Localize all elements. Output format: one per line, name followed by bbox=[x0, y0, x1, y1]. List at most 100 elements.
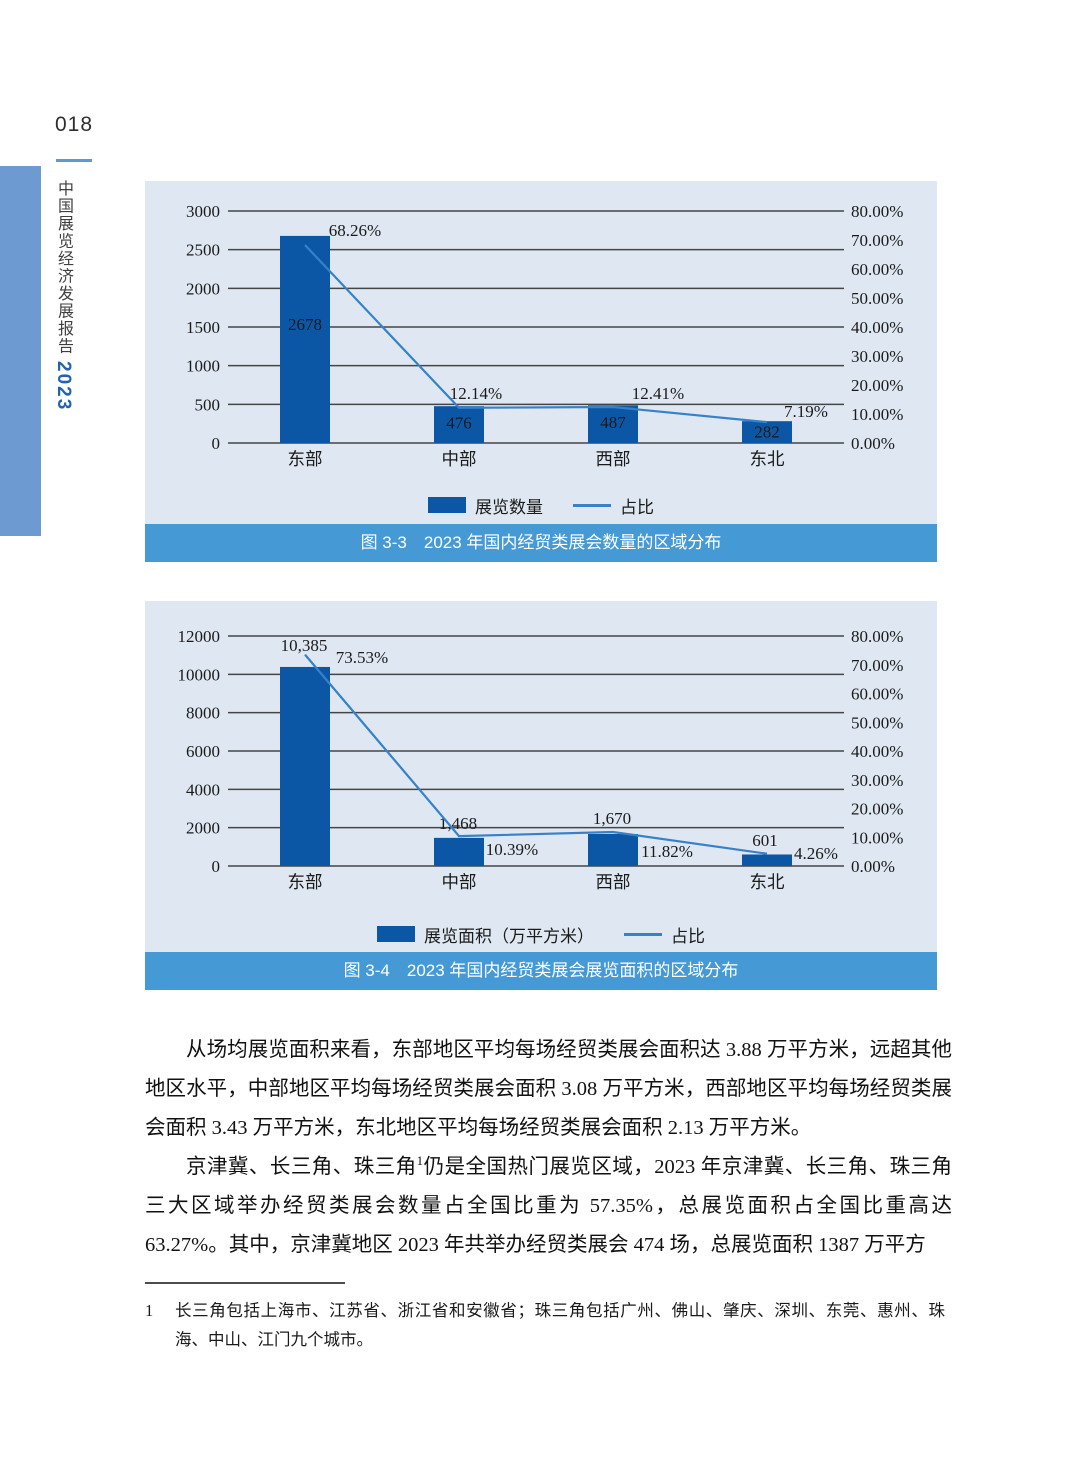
right-axis-tick-label: 60.00% bbox=[851, 260, 903, 279]
sidebar-title-year: 2023 bbox=[53, 361, 74, 412]
legend-label: 展览面积（万平方米） bbox=[424, 926, 594, 946]
right-axis-tick-label: 50.00% bbox=[851, 289, 903, 308]
left-axis-tick-label: 1000 bbox=[186, 357, 220, 376]
line-swatch-icon bbox=[573, 503, 611, 507]
bar-line-chart-exhibition-area: 0 2000 4000 6000 8000 10000 12000 0.00% 10.00% 20… bbox=[178, 627, 904, 892]
paragraph-hot-regions: 京津冀、长三角、珠三角1仍是全国热门展览区域，2023 年京津冀、长三角、珠三角… bbox=[145, 1148, 952, 1265]
bar-value-label: 1,670 bbox=[593, 809, 631, 828]
page-number-rule bbox=[56, 159, 92, 162]
page-number: 018 bbox=[55, 113, 94, 136]
share-line bbox=[304, 653, 768, 855]
chart-panel-exhibition-count: 0 500 1000 1500 2000 2500 3000 0.00% 10.00% 20.00… bbox=[145, 181, 937, 562]
footnote: 1 长三角包括上海市、江苏省、浙江省和安徽省；珠三角包括广州、佛山、肇庆、深圳、… bbox=[145, 1296, 945, 1354]
bar bbox=[588, 833, 638, 866]
left-axis-tick-label: 6000 bbox=[186, 742, 220, 761]
right-axis-tick-label: 70.00% bbox=[851, 656, 903, 675]
line-value-label: 12.14% bbox=[450, 384, 502, 403]
legend-item-bar: 展览数量 bbox=[428, 493, 543, 518]
left-axis-tick-label: 3000 bbox=[186, 202, 220, 221]
figure-caption: 图 3-4 2023 年国内经贸类展会展览面积的区域分布 bbox=[145, 952, 937, 990]
line-value-label: 10.39% bbox=[486, 840, 538, 859]
figure-caption: 图 3-3 2023 年国内经贸类展会数量的区域分布 bbox=[145, 524, 937, 562]
left-axis-tick-label: 2500 bbox=[186, 241, 220, 260]
legend-item-bar: 展览面积（万平方米） bbox=[377, 922, 594, 947]
paragraph-text: 仍是全国热门展览区域，2023 年京津冀、长三角、珠三角三大区域举办经贸类展会数… bbox=[145, 1156, 953, 1256]
category-label: 东北 bbox=[750, 449, 785, 469]
line-swatch-icon bbox=[624, 932, 662, 936]
sidebar-title-text: 中国展览经济发展报告 bbox=[55, 180, 72, 355]
right-axis-tick-label: 30.00% bbox=[851, 347, 903, 366]
paragraph-average-area: 从场均展览面积来看，东部地区平均每场经贸类展会面积达 3.88 万平方米，远超其… bbox=[145, 1039, 952, 1139]
category-label: 东部 bbox=[288, 872, 323, 892]
chart-panel-exhibition-area: 0 2000 4000 6000 8000 10000 12000 0.00% 10.00% 20… bbox=[145, 601, 937, 990]
chart-legend: 展览数量 占比 bbox=[145, 486, 937, 524]
paragraph-text: 京津冀、长三角、珠三角 bbox=[186, 1156, 417, 1178]
footnote-marker: 1 bbox=[145, 1301, 154, 1320]
bar-value-label: 601 bbox=[752, 831, 778, 850]
right-axis-tick-label: 40.00% bbox=[851, 318, 903, 337]
left-axis-tick-label: 8000 bbox=[186, 704, 220, 723]
share-line bbox=[304, 244, 768, 424]
line-value-label: 7.19% bbox=[784, 402, 828, 421]
chart-legend: 展览面积（万平方米） 占比 bbox=[145, 916, 937, 952]
line-value-label: 73.53% bbox=[336, 648, 388, 667]
footnote-divider bbox=[145, 1282, 345, 1284]
footnote-text: 长三角包括上海市、江苏省、浙江省和安徽省；珠三角包括广州、佛山、肇庆、深圳、东莞… bbox=[175, 1301, 945, 1349]
bar-value-label: 487 bbox=[600, 413, 626, 432]
right-axis-tick-label: 10.00% bbox=[851, 405, 903, 424]
category-label: 西部 bbox=[596, 449, 631, 469]
legend-label: 占比 bbox=[620, 497, 654, 517]
bar-value-label: 282 bbox=[754, 422, 780, 441]
bar bbox=[742, 421, 792, 443]
right-axis-tick-label: 80.00% bbox=[851, 627, 903, 646]
legend-label: 展览数量 bbox=[475, 497, 543, 517]
legend-item-line: 占比 bbox=[624, 922, 705, 947]
category-label: 西部 bbox=[596, 872, 631, 892]
sidebar-accent-bar bbox=[0, 166, 41, 536]
bar-value-label: 2678 bbox=[288, 315, 322, 334]
right-axis-tick-label: 30.00% bbox=[851, 771, 903, 790]
bar-value-label: 476 bbox=[446, 414, 472, 433]
right-axis-tick-label: 20.00% bbox=[851, 376, 903, 395]
left-axis-tick-label: 1500 bbox=[186, 318, 220, 337]
right-axis-tick-label: 50.00% bbox=[851, 713, 903, 732]
left-axis-tick-label: 500 bbox=[195, 395, 221, 414]
bar-swatch-icon bbox=[428, 497, 466, 513]
bar-line-chart-exhibition-count: 0 500 1000 1500 2000 2500 3000 0.00% 10.00% 20.00… bbox=[186, 202, 903, 469]
bar bbox=[434, 837, 484, 866]
left-axis-tick-label: 2000 bbox=[186, 279, 220, 298]
legend-label: 占比 bbox=[671, 926, 705, 946]
bar bbox=[588, 405, 638, 443]
left-axis-tick-label: 0 bbox=[212, 857, 221, 876]
right-axis-tick-label: 20.00% bbox=[851, 800, 903, 819]
right-axis-tick-label: 80.00% bbox=[851, 202, 903, 221]
left-axis-tick-label: 2000 bbox=[186, 819, 220, 838]
line-value-label: 68.26% bbox=[329, 221, 381, 240]
sidebar-vertical-title: 中国展览经济发展报告 2023 bbox=[51, 180, 75, 420]
left-axis-tick-label: 10000 bbox=[178, 665, 221, 684]
bar-value-label: 10,385 bbox=[281, 636, 328, 655]
category-label: 中部 bbox=[442, 872, 477, 892]
left-axis-tick-label: 0 bbox=[212, 434, 221, 453]
bar-value-label: 1,468 bbox=[439, 814, 477, 833]
right-axis-tick-label: 0.00% bbox=[851, 857, 895, 876]
legend-item-line: 占比 bbox=[573, 493, 654, 518]
line-value-label: 4.26% bbox=[794, 844, 838, 863]
right-axis-tick-label: 0.00% bbox=[851, 434, 895, 453]
right-axis-tick-label: 40.00% bbox=[851, 742, 903, 761]
bar-swatch-icon bbox=[377, 926, 415, 942]
right-axis-tick-label: 60.00% bbox=[851, 685, 903, 704]
bar bbox=[280, 666, 330, 866]
category-label: 中部 bbox=[442, 449, 477, 469]
category-label: 东北 bbox=[750, 872, 785, 892]
body-text: 从场均展览面积来看，东部地区平均每场经贸类展会面积达 3.88 万平方米，远超其… bbox=[145, 1031, 952, 1265]
bar bbox=[434, 406, 484, 443]
line-value-label: 12.41% bbox=[632, 384, 684, 403]
bar bbox=[742, 854, 792, 866]
category-label: 东部 bbox=[288, 449, 323, 469]
footnote-reference: 1 bbox=[416, 1153, 424, 1169]
line-value-label: 11.82% bbox=[641, 842, 693, 861]
left-axis-tick-label: 4000 bbox=[186, 780, 220, 799]
right-axis-tick-label: 70.00% bbox=[851, 231, 903, 250]
